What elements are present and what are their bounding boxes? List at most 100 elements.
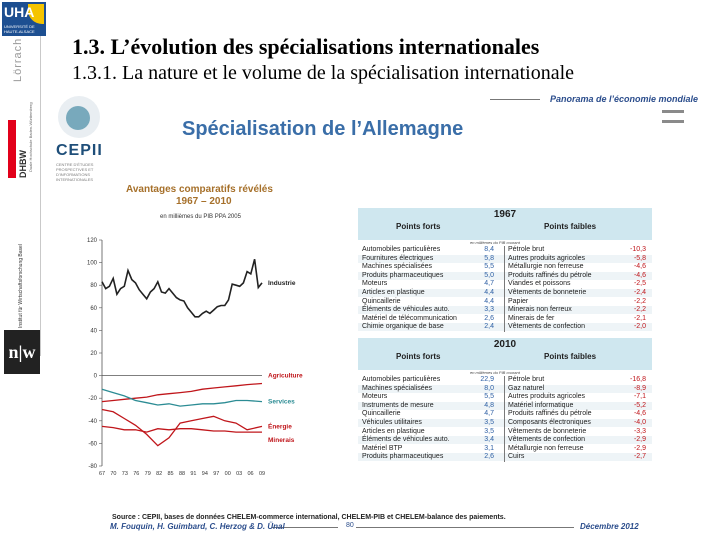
embedded-slide: Panorama de l’économie mondiale CEPII CE… — [50, 90, 698, 538]
strong-value: 3,5 — [484, 427, 494, 435]
x-tick-label: 88 — [179, 471, 185, 477]
x-tick-label: 82 — [156, 471, 162, 477]
strong-value: 4,7 — [484, 410, 494, 418]
table-row: Machines spécialisées 8,0 Gaz naturel -8,9 — [358, 384, 652, 393]
x-tick-label: 97 — [213, 471, 219, 477]
weak-value: -16,8 — [630, 376, 646, 383]
strong-value: 3,3 — [484, 306, 494, 314]
weak-product: Matériel informatique — [508, 401, 574, 409]
cepii-logo-text: CEPII — [56, 142, 103, 159]
weak-product: Pétrole brut — [508, 246, 545, 253]
strong-value: 4,4 — [484, 289, 494, 296]
nw-logo: n|w — [4, 330, 40, 374]
table-header — [358, 208, 652, 240]
weak-value: -5,2 — [633, 401, 646, 409]
weak-product: Vêtements de confection — [508, 323, 586, 331]
table-row: Produits pharmaceutiques 5,0 Produits raff… — [358, 271, 652, 280]
strong-product: Chimie organique de base — [362, 323, 444, 331]
y-tick-label: 0 — [94, 374, 98, 380]
chart-years: 1967 – 2010 — [176, 196, 232, 207]
uha-caption: UNIVERSITÉ DE HAUTE-ALSACE — [4, 24, 35, 34]
decorative-dash — [662, 120, 684, 123]
weak-value: -4,0 — [633, 419, 646, 426]
weak-product: Métallurgie non ferreuse — [508, 263, 584, 271]
series-line-industrie — [101, 258, 263, 318]
x-tick-label: 85 — [168, 471, 174, 477]
institute-name: Institut für Wirtschaftsforschung Basel — [18, 244, 24, 328]
y-tick-label: -40 — [88, 419, 97, 425]
weak-value: -2,9 — [633, 444, 646, 452]
publication-date: Décembre 2012 — [580, 522, 639, 531]
strong-product: Quincaillerie — [362, 297, 401, 305]
strong-value: 8,4 — [484, 246, 494, 253]
strong-points-header: Points forts — [396, 222, 441, 231]
weak-value: -2,1 — [633, 314, 646, 322]
strong-product: Machines spécialisées — [362, 384, 433, 392]
x-tick-label: 06 — [248, 471, 254, 477]
table-row: Automobiles particulières 8,4 Pétrole brut… — [358, 246, 652, 254]
weak-value: -2,5 — [633, 280, 646, 288]
table-row: Éléments de véhicules auto. 3,4 Vêtements … — [358, 436, 652, 445]
y-tick-label: -20 — [88, 396, 97, 402]
weak-product: Vêtements de confection — [508, 436, 586, 444]
series-line-minerais — [101, 425, 262, 433]
strong-product: Automobiles particulières — [362, 376, 441, 383]
weak-product: Gaz naturel — [508, 384, 545, 392]
weak-product: Métallurgie non ferreuse — [508, 444, 584, 452]
column-separator — [504, 376, 505, 462]
weak-value: -4,6 — [633, 263, 646, 271]
table-row: Instruments de mesure 4,8 Matériel informa… — [358, 401, 652, 410]
slide-title: 1.3. L’évolution des spécialisations int… — [72, 34, 540, 59]
strong-value: 3,1 — [484, 444, 494, 452]
page-number: 80 — [346, 522, 354, 529]
table-row: Moteurs 5,5 Autres produits agricoles -7,1 — [358, 393, 652, 401]
weak-product: Autres produits agricoles — [508, 393, 586, 401]
strong-product: Machines spécialisées — [362, 263, 433, 271]
weak-value: -2,4 — [633, 289, 646, 296]
source-note: Source : CEPII, bases de données CHELEM-… — [112, 514, 506, 521]
weak-value: -4,6 — [633, 271, 646, 279]
strong-product: Articles en plastique — [362, 427, 425, 435]
weak-product: Produits raffinés du pétrole — [508, 410, 592, 418]
strong-product: Matériel BTP — [362, 444, 403, 452]
y-tick-label: -80 — [88, 464, 97, 470]
strong-value: 8,0 — [484, 384, 494, 392]
decorative-dash — [662, 110, 684, 113]
panorama-label: Panorama de l’économie mondiale — [550, 94, 699, 104]
weak-product: Vêtements de bonneterie — [508, 427, 587, 435]
weak-product: Papier — [508, 297, 529, 305]
x-tick-label: 67 — [99, 471, 105, 477]
weak-value: -2,9 — [633, 436, 646, 444]
strong-value: 3,4 — [484, 436, 494, 444]
header-rule — [490, 99, 540, 100]
x-tick-label: 03 — [236, 471, 242, 477]
table-row: Articles en plastique 3,5 Vêtements de bon… — [358, 428, 652, 436]
strong-value: 5,8 — [484, 254, 494, 262]
footer-rule — [272, 527, 338, 528]
strong-value: 2,6 — [484, 314, 494, 322]
strong-product: Instruments de mesure — [362, 401, 434, 409]
table-row: Matériel de télécommunication 2,6 Minerais… — [358, 315, 652, 323]
uha-logo-text: UHA — [4, 4, 35, 20]
strong-product: Moteurs — [362, 280, 388, 288]
weak-product: Minerais de fer — [508, 314, 555, 322]
strong-value: 22,9 — [480, 376, 494, 383]
weak-value: -10,3 — [630, 246, 646, 253]
table-row: Chimie organique de base 2,4 Vêtements de … — [358, 323, 652, 332]
table-year: 1967 — [493, 209, 517, 220]
strong-product: Quincaillerie — [362, 410, 401, 418]
strong-value: 4,7 — [484, 280, 494, 288]
y-tick-label: 100 — [87, 261, 98, 267]
strong-value: 2,6 — [484, 453, 494, 461]
slide-subtitle: 1.3.1. La nature et le volume de la spéc… — [72, 62, 575, 84]
cepii-subtitle: CENTRE D'ÉTUDES PROSPECTIVES ET D'INFORM… — [56, 162, 94, 182]
y-tick-label: 80 — [90, 283, 97, 289]
strong-product: Articles en plastique — [362, 289, 425, 296]
table-year: 2010 — [493, 339, 517, 350]
weak-value: -5,8 — [633, 254, 646, 262]
page-heading: Spécialisation de l’Allemagne — [182, 118, 464, 140]
authors: M. Fouquin, H. Guimbard, C. Herzog & D. … — [110, 522, 285, 531]
weak-product: Produits raffinés du pétrole — [508, 271, 592, 279]
weak-value: -8,9 — [633, 384, 646, 392]
